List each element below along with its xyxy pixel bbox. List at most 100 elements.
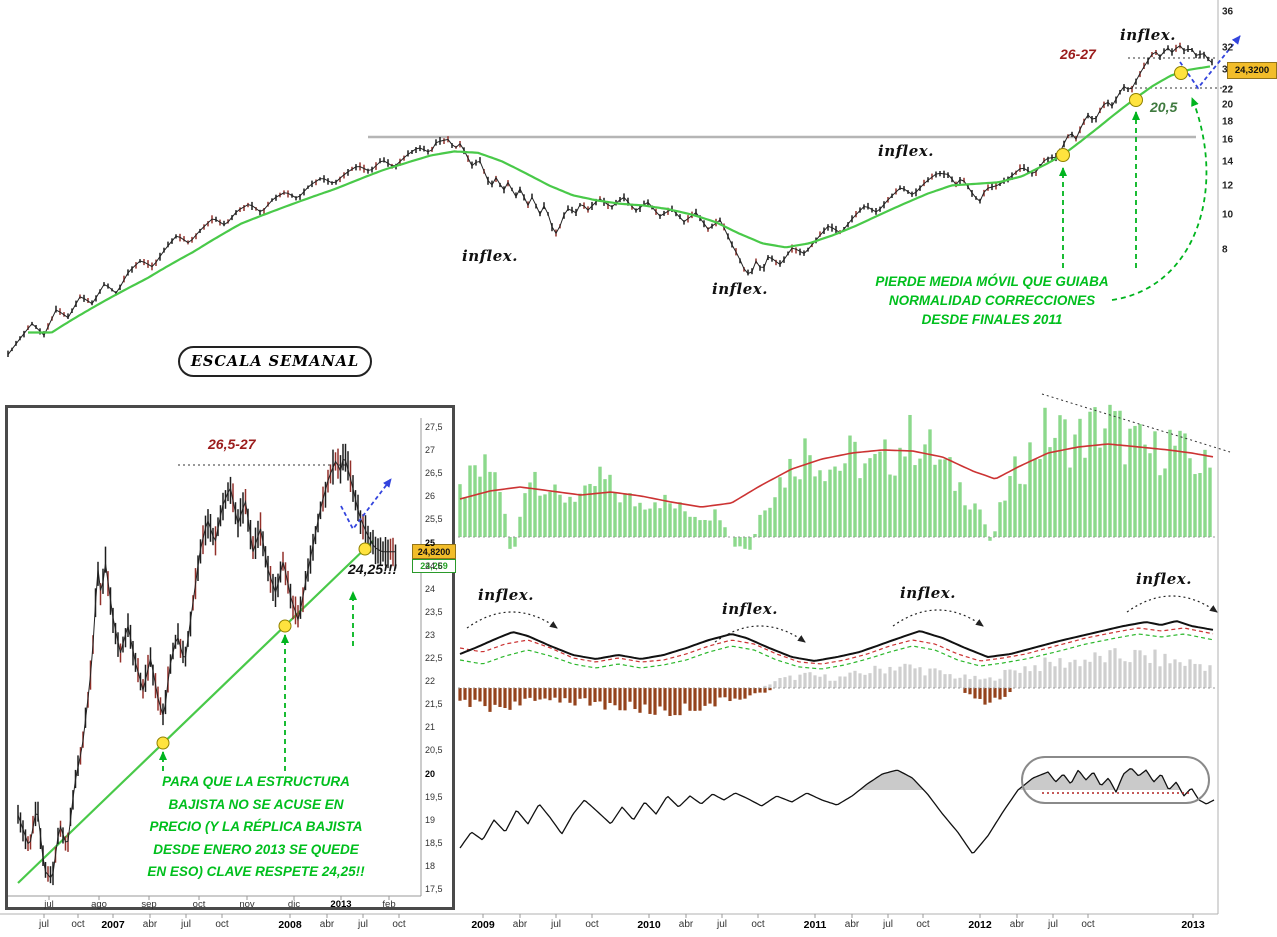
x-axis-tick: jul — [38, 919, 50, 930]
inset-ma-badge: 24,269 — [412, 559, 456, 573]
inset-y-tick: 25 — [425, 537, 436, 548]
note-line: PARA QUE LA ESTRUCTURA — [162, 774, 350, 789]
current-price-badge: 24,3200 — [1227, 62, 1277, 79]
inflex-annotation: inflex. — [1120, 26, 1176, 44]
inset-chart: 26,5-27 24,25!!! 24,8200 24,269 PARA QUE… — [5, 405, 456, 910]
inset-y-tick: 20,5 — [425, 745, 443, 756]
x-axis-tick: 2013 — [1181, 919, 1205, 931]
inset-key-level-label: 24,25!!! — [348, 561, 398, 577]
inset-y-tick: 27 — [425, 445, 436, 456]
note-line: DESDE FINALES 2011 — [921, 312, 1063, 327]
note-line: NORMALIDAD CORRECCIONES — [888, 293, 1096, 308]
x-axis-tick: abr — [512, 919, 528, 930]
bottom-oscillator-panel — [459, 756, 1215, 854]
inset-y-tick: 26 — [425, 491, 436, 502]
y-axis-tick: 32 — [1222, 42, 1234, 54]
x-axis-tick: abr — [678, 919, 694, 930]
inset-x-tick: nov — [239, 899, 255, 910]
inflex-annotation: inflex. — [900, 584, 956, 602]
level-label-26-27: 26-27 — [1060, 46, 1096, 62]
x-axis-tick: 2011 — [803, 919, 827, 931]
inset-y-tick: 18 — [425, 860, 436, 871]
x-axis-tick: jul — [357, 919, 369, 930]
x-axis-tick: oct — [916, 919, 930, 930]
volume-oscillator-panel — [458, 393, 1231, 550]
ma-touch-label-20-5: 20,5 — [1150, 99, 1178, 115]
x-axis-tick: 2012 — [968, 919, 992, 931]
inset-x-tick: sep — [141, 899, 157, 910]
note-line: DESDE ENERO 2013 SE QUEDE — [153, 841, 359, 857]
inset-level-label: 26,5-27 — [208, 436, 256, 452]
x-axis-tick: abr — [142, 919, 158, 930]
x-axis-tick: 2010 — [637, 919, 661, 931]
inset-y-tick: 19 — [425, 814, 436, 825]
x-axis-tick: jul — [716, 919, 728, 930]
inset-x-tick: 2013 — [330, 899, 352, 910]
x-axis-tick: 2007 — [101, 919, 125, 931]
x-axis-tick: oct — [585, 919, 599, 930]
inset-y-tick: 17,5 — [425, 884, 443, 894]
inset-x-tick: dic — [287, 899, 301, 910]
y-axis-tick: 10 — [1222, 209, 1234, 221]
y-axis-tick: 3 — [1222, 64, 1228, 76]
inset-x-tick: ago — [91, 899, 107, 910]
x-axis-tick: jul — [1047, 919, 1059, 930]
scale-label-pill: ESCALA SEMANAL — [178, 346, 372, 377]
inset-y-tick: 22 — [425, 676, 436, 687]
y-axis-tick: 12 — [1222, 180, 1234, 192]
inset-y-tick: 19,5 — [425, 791, 443, 802]
x-axis-tick: 2008 — [278, 919, 302, 931]
x-axis-tick: oct — [71, 919, 85, 930]
inset-y-tick: 23 — [425, 629, 436, 640]
x-axis-tick: jul — [180, 919, 192, 930]
x-axis-tick: oct — [392, 919, 406, 930]
y-axis-tick: 20 — [1222, 99, 1234, 111]
y-axis-tick: 16 — [1222, 134, 1234, 146]
x-axis-tick: abr — [319, 919, 335, 930]
x-axis-tick: abr — [1009, 919, 1025, 930]
inset-y-tick: 18,5 — [425, 837, 443, 848]
y-axis-tick: 36 — [1222, 6, 1234, 18]
inflex-annotation: inflex. — [878, 142, 934, 160]
indicator-lines-panel — [458, 595, 1218, 716]
inset-y-tick: 21,5 — [425, 699, 443, 710]
inset-y-tick: 22,5 — [425, 653, 443, 663]
inset-annotation-note: PARA QUE LA ESTRUCTURA BAJISTA NO SE ACU… — [86, 771, 426, 884]
inflex-annotation: inflex. — [1136, 570, 1192, 588]
x-axis-tick: oct — [1081, 919, 1095, 930]
inflex-annotation: inflex. — [462, 247, 518, 265]
inflex-annotation: inflex. — [478, 586, 534, 604]
inflex-annotation: inflex. — [712, 280, 768, 298]
inset-y-tick: 24 — [425, 583, 436, 594]
x-axis-tick: 2009 — [471, 919, 495, 931]
scale-label: ESCALA SEMANAL — [190, 353, 360, 370]
inflex-annotation: inflex. — [722, 600, 778, 618]
note-line: EN ESO) CLAVE RESPETE 24,25!! — [147, 864, 365, 879]
x-axis-tick: jul — [882, 919, 894, 930]
inset-y-tick: 27,5 — [425, 422, 443, 432]
inset-y-tick: 23,5 — [425, 606, 443, 617]
x-axis-tick: jul — [550, 919, 562, 930]
inset-y-tick: 21 — [425, 722, 436, 733]
y-axis-tick: 22 — [1222, 84, 1234, 96]
note-line: PIERDE MEDIA MÓVIL QUE GUIABA — [875, 274, 1109, 289]
note-line: PRECIO (Y LA RÉPLICA BAJISTA — [149, 819, 363, 834]
x-axis-tick: oct — [751, 919, 765, 930]
y-axis-tick: 8 — [1222, 244, 1228, 256]
inset-y-tick: 26,5 — [425, 468, 443, 479]
axes-layer — [0, 0, 1219, 918]
inset-y-tick: 25,5 — [425, 514, 443, 525]
x-axis-tick: abr — [844, 919, 860, 930]
inset-x-tick: feb — [382, 899, 396, 910]
inset-canvas — [8, 418, 422, 900]
main-annotation-note: PIERDE MEDIA MÓVIL QUE GUIABA NORMALIDAD… — [858, 272, 1126, 329]
y-axis-tick: 14 — [1222, 156, 1234, 168]
inset-y-tick: 20 — [425, 768, 436, 779]
inset-y-tick: 24,5 — [425, 560, 443, 571]
inset-annotations — [156, 478, 392, 771]
annotation-arrows-layer — [1056, 35, 1241, 301]
y-axis-tick: 18 — [1222, 116, 1234, 128]
inset-price-series — [17, 443, 397, 886]
